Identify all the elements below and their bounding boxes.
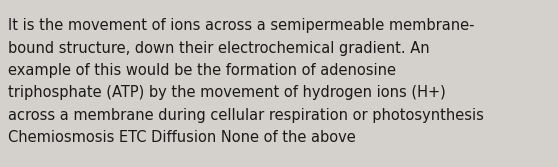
Text: It is the movement of ions across a semipermeable membrane-: It is the movement of ions across a semi… xyxy=(8,18,474,33)
Text: example of this would be the formation of adenosine: example of this would be the formation o… xyxy=(8,63,396,78)
Text: bound structure, down their electrochemical gradient. An: bound structure, down their electrochemi… xyxy=(8,41,430,55)
Text: across a membrane during cellular respiration or photosynthesis: across a membrane during cellular respir… xyxy=(8,108,484,123)
Text: Chemiosmosis ETC Diffusion None of the above: Chemiosmosis ETC Diffusion None of the a… xyxy=(8,130,356,145)
Text: triphosphate (ATP) by the movement of hydrogen ions (H+): triphosphate (ATP) by the movement of hy… xyxy=(8,86,446,101)
